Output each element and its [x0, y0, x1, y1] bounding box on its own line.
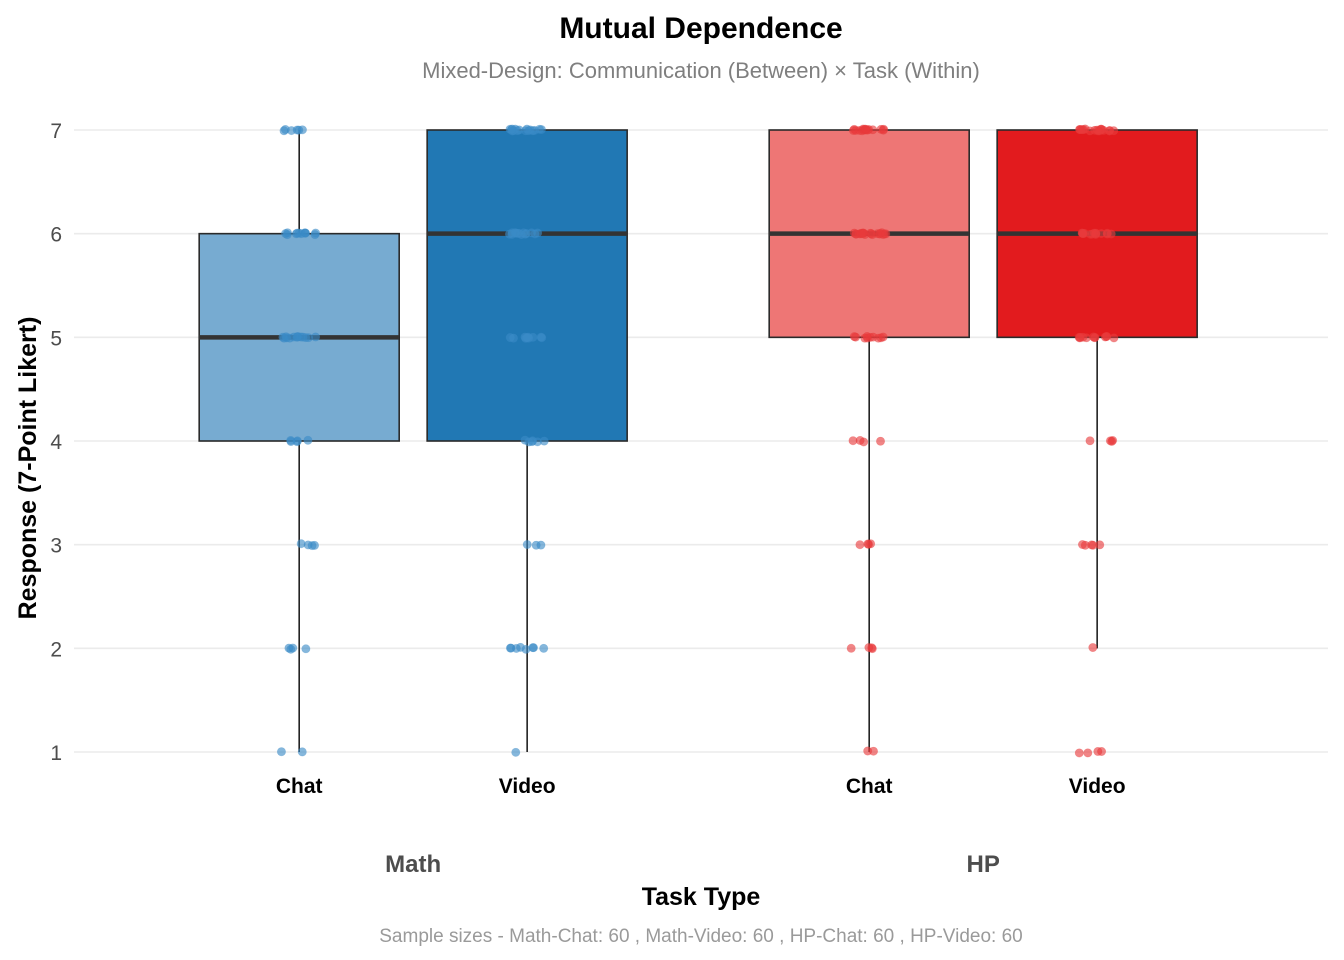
- y-tick-label: 2: [50, 638, 62, 661]
- data-point: [1102, 229, 1112, 239]
- data-point: [505, 643, 515, 653]
- point-layer: [276, 124, 1119, 758]
- chart-subtitle: Mixed-Design: Communication (Between) × …: [422, 58, 980, 83]
- data-point: [539, 643, 549, 653]
- facet-label-layer: Math HP: [385, 851, 1000, 878]
- data-point: [508, 333, 518, 343]
- data-point: [1076, 125, 1086, 135]
- data-point: [539, 436, 549, 446]
- data-point: [876, 436, 886, 446]
- data-point: [276, 747, 286, 757]
- data-point: [514, 125, 524, 135]
- data-point: [529, 643, 539, 653]
- data-point: [1083, 748, 1093, 758]
- data-point: [860, 124, 870, 134]
- data-point: [1093, 126, 1103, 136]
- y-tick-label: 7: [50, 120, 62, 143]
- y-tick-label: 5: [50, 327, 62, 350]
- data-point: [515, 642, 525, 652]
- data-point: [868, 746, 878, 756]
- y-tick-label: 1: [50, 742, 62, 765]
- x-tick-label: Chat: [846, 775, 893, 798]
- data-point: [297, 125, 307, 135]
- data-point: [1075, 333, 1085, 343]
- data-point: [292, 332, 302, 342]
- data-point: [530, 229, 540, 239]
- data-point: [282, 230, 292, 240]
- data-point: [311, 228, 321, 238]
- data-point: [522, 333, 532, 343]
- y-tick-label: 3: [50, 535, 62, 558]
- data-point: [522, 540, 532, 550]
- data-point: [866, 229, 876, 239]
- box: [426, 129, 628, 442]
- data-point: [1097, 746, 1107, 756]
- whisker-layer: [298, 130, 1098, 752]
- data-point: [1078, 229, 1088, 239]
- chart-title: Mutual Dependence: [559, 12, 842, 45]
- data-point: [864, 643, 874, 653]
- data-point: [855, 540, 865, 550]
- data-point: [1085, 436, 1095, 446]
- data-point: [849, 332, 859, 342]
- data-point: [511, 747, 521, 757]
- data-point: [296, 539, 306, 549]
- y-tick-label: 6: [50, 224, 62, 247]
- data-point: [848, 436, 858, 446]
- data-point: [297, 747, 307, 757]
- data-point: [851, 125, 861, 135]
- data-point: [511, 228, 521, 238]
- data-point: [1087, 540, 1097, 550]
- data-point: [303, 435, 313, 445]
- data-point: [1089, 228, 1099, 238]
- data-point: [1109, 333, 1119, 343]
- data-point: [300, 228, 310, 238]
- data-point: [536, 540, 546, 550]
- data-point: [1090, 333, 1100, 343]
- data-point: [878, 332, 888, 342]
- data-point: [301, 333, 311, 343]
- data-point: [858, 228, 868, 238]
- data-point: [286, 126, 296, 136]
- chart-caption: Sample sizes - Math-Chat: 60 , Math-Vide…: [379, 926, 1023, 947]
- data-point: [879, 124, 889, 134]
- x-tick-label: Video: [499, 775, 556, 798]
- data-point: [506, 125, 516, 135]
- data-point: [536, 332, 546, 342]
- data-point: [528, 436, 538, 446]
- data-point: [520, 435, 530, 445]
- data-point: [535, 124, 545, 134]
- x-tick-label: Video: [1069, 775, 1126, 798]
- facet-label: HP: [967, 851, 1000, 878]
- y-tick-label: 4: [50, 431, 62, 454]
- data-point: [1105, 436, 1115, 446]
- facet-label: Math: [385, 851, 441, 878]
- box-layer: [198, 129, 1198, 442]
- y-axis-label: Response (7-Point Likert): [14, 317, 42, 620]
- data-point: [286, 644, 296, 654]
- data-point: [1095, 540, 1105, 550]
- data-point: [278, 332, 288, 342]
- data-point: [286, 437, 296, 447]
- data-point: [1074, 748, 1084, 758]
- data-point: [1088, 643, 1098, 653]
- x-tick-layer: Chat Video Chat Video: [276, 775, 1126, 798]
- data-point: [301, 644, 311, 654]
- x-tick-label: Chat: [276, 775, 323, 798]
- data-point: [864, 539, 874, 549]
- y-tick-layer: 1 2 3 4 5 6 7: [50, 120, 62, 765]
- data-point: [859, 437, 869, 447]
- data-point: [522, 124, 532, 134]
- data-point: [311, 332, 321, 342]
- x-axis-label: Task Type: [642, 883, 761, 911]
- data-point: [1077, 540, 1087, 550]
- data-point: [862, 332, 872, 342]
- data-point: [846, 643, 856, 653]
- data-point: [292, 228, 302, 238]
- data-point: [881, 229, 891, 239]
